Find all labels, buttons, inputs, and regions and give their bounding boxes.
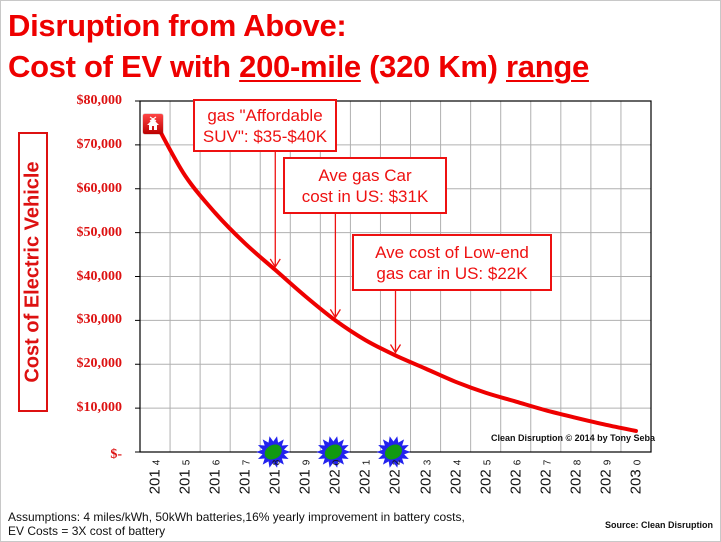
- x-tick-label: 2029: [597, 459, 615, 495]
- milestone-markers: [256, 436, 411, 468]
- x-tick-label: 2017: [236, 459, 254, 495]
- source-note: Source: Clean Disruption: [604, 520, 713, 530]
- starburst-icon: [256, 436, 291, 468]
- x-tick-label: 2024: [447, 459, 465, 495]
- annotation-text: gas car in US: $22K: [376, 264, 528, 283]
- title-underlined-range-miles: 200-mile: [239, 49, 361, 84]
- home-icon: [143, 114, 163, 134]
- title-underlined-range: range: [506, 49, 589, 84]
- y-tick-label: $50,000: [76, 224, 123, 240]
- title-line-1: Disruption from Above:: [8, 8, 347, 43]
- ev-cost-curve: [156, 125, 638, 433]
- annotation-text: cost in US: $31K: [301, 187, 429, 206]
- annotation-text: SUV": $35-$40K: [202, 127, 328, 146]
- y-tick-label: $60,000: [76, 180, 123, 196]
- annotation-arrows: [269, 152, 402, 354]
- x-tick-label: 2019: [296, 459, 314, 495]
- x-tick-label: 2020: [326, 459, 344, 495]
- starburst-icon: [316, 436, 351, 468]
- x-tick-label: 2014: [146, 459, 164, 495]
- annotation-text: Ave gas Car: [318, 166, 412, 185]
- annotation-low-end-gas-car: Ave cost of Low-end gas car in US: $22K: [352, 234, 552, 291]
- x-tick-label: 2025: [477, 459, 495, 495]
- annotation-ave-gas-car: Ave gas Car cost in US: $31K: [283, 157, 447, 214]
- y-tick-label: $-: [110, 447, 122, 462]
- title-line-2: Cost of EV with 200-mile (320 Km) range: [8, 49, 589, 85]
- y-tick-label: $70,000: [76, 136, 123, 152]
- x-tick-label: 2023: [417, 459, 435, 495]
- x-tick-label: 2026: [507, 459, 525, 495]
- x-tick-label: 2022: [386, 459, 404, 495]
- chart-credit: Clean Disruption © 2014 by Tony Seba: [491, 433, 656, 443]
- y-tick-label: $80,000: [76, 93, 123, 108]
- annotation-affordable-suv: gas "Affordable SUV": $35-$40K: [193, 99, 337, 152]
- x-tick-label: 2021: [356, 459, 374, 495]
- title-text: Cost of EV with: [8, 49, 240, 84]
- y-tick-label: $30,000: [76, 312, 123, 328]
- starburst-icon: [376, 436, 411, 468]
- y-tick-label: $20,000: [76, 356, 123, 372]
- x-tick-label: 2028: [567, 459, 585, 495]
- x-tick-label: 2030: [627, 459, 645, 495]
- x-tick-label: 2016: [206, 459, 224, 495]
- title-text: (320 Km): [360, 49, 506, 84]
- annotation-text: Ave cost of Low-end: [375, 243, 529, 262]
- x-tick-label: 2018: [266, 459, 284, 495]
- y-tick-label: $40,000: [76, 268, 123, 284]
- x-tick-label: 2015: [176, 459, 194, 495]
- annotation-text: gas "Affordable: [207, 106, 323, 125]
- x-tick-label: 2027: [537, 459, 555, 495]
- assumptions-footnote: Assumptions: 4 miles/kWh, 50kWh batterie…: [8, 510, 465, 538]
- y-tick-label: $10,000: [76, 400, 123, 416]
- y-axis-label-box: [18, 132, 48, 412]
